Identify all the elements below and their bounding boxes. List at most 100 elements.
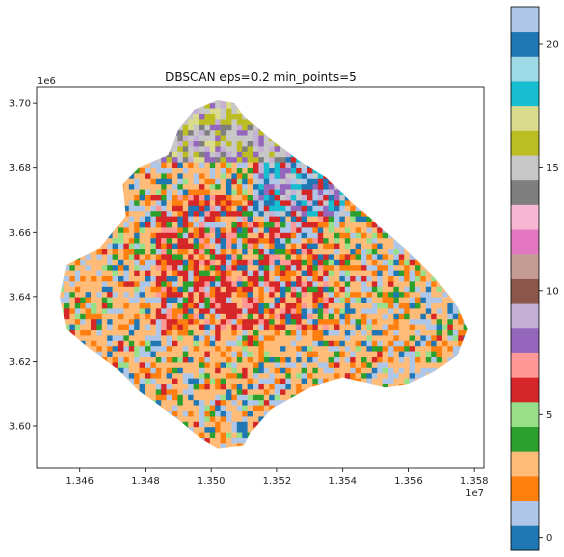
cluster-cell	[258, 400, 265, 406]
cluster-cell	[139, 335, 146, 342]
cluster-cell	[296, 200, 302, 207]
cluster-cell	[155, 340, 162, 347]
cluster-cell	[64, 265, 70, 271]
cluster-cell	[74, 313, 81, 320]
cluster-cell	[209, 249, 216, 255]
cluster-cell	[74, 330, 81, 336]
cluster-cell	[247, 168, 254, 174]
cluster-cell	[139, 259, 146, 266]
cluster-cell	[128, 367, 135, 374]
cluster-cell	[269, 141, 275, 147]
cluster-cell	[307, 254, 313, 261]
cluster-cell	[166, 384, 173, 390]
cluster-cell	[242, 405, 248, 412]
cluster-cell	[280, 330, 286, 336]
cluster-cell	[177, 362, 184, 369]
cluster-cell	[253, 346, 259, 352]
cluster-cell	[150, 319, 157, 325]
cluster-cell	[199, 324, 205, 331]
cluster-cell	[323, 216, 329, 223]
cluster-cell	[215, 400, 221, 406]
cluster-cell	[317, 308, 324, 315]
cluster-cell	[344, 238, 351, 244]
cluster-cell	[188, 254, 194, 261]
cluster-cell	[388, 367, 394, 374]
cluster-cell	[452, 319, 459, 325]
cluster-cell	[161, 173, 167, 180]
cluster-cell	[139, 281, 146, 288]
cluster-cell	[253, 400, 259, 406]
cluster-cell	[258, 346, 265, 352]
cluster-cell	[220, 362, 227, 369]
cluster-cell	[442, 340, 448, 347]
cluster-cell	[193, 313, 200, 320]
cluster-cell	[123, 286, 130, 293]
cluster-cell	[317, 238, 324, 244]
cluster-cell	[355, 357, 362, 363]
cluster-cell	[274, 335, 281, 342]
cluster-cell	[312, 357, 319, 363]
cluster-cell	[209, 227, 216, 234]
cluster-cell	[285, 362, 292, 369]
cluster-cell	[172, 319, 178, 325]
cluster-cell	[64, 303, 70, 309]
cluster-cell	[280, 281, 286, 288]
cluster-cell	[242, 146, 248, 153]
cluster-cell	[382, 367, 389, 374]
cluster-cell	[339, 270, 346, 277]
cluster-cell	[404, 292, 410, 298]
cluster-cell	[193, 292, 200, 298]
cluster-cell	[350, 357, 356, 363]
cluster-cell	[307, 265, 313, 271]
cluster-cell	[91, 319, 97, 325]
cluster-cell	[161, 330, 167, 336]
cluster-cell	[307, 238, 313, 244]
cluster-cell	[334, 222, 340, 228]
cluster-cell	[269, 157, 275, 163]
cluster-cell	[409, 292, 416, 298]
cluster-cell	[150, 313, 157, 320]
cluster-cell	[123, 297, 130, 304]
cluster-cell	[209, 162, 216, 169]
cluster-cell	[231, 400, 238, 406]
cluster-cell	[307, 378, 313, 385]
cluster-cell	[280, 222, 286, 228]
cluster-cell	[215, 319, 221, 325]
cluster-cell	[263, 384, 270, 390]
cluster-cell	[226, 384, 232, 390]
cluster-cell	[139, 227, 146, 234]
cluster-cell	[209, 211, 216, 217]
cluster-cell	[274, 227, 281, 234]
cluster-cell	[317, 367, 324, 374]
cluster-cell	[236, 378, 243, 385]
cluster-cell	[258, 357, 265, 363]
cluster-cell	[231, 330, 238, 336]
cluster-cell	[253, 340, 259, 347]
cluster-cell	[101, 281, 108, 288]
cluster-cell	[247, 141, 254, 147]
cluster-cell	[328, 324, 335, 331]
cluster-cell	[215, 211, 221, 217]
cluster-cell	[231, 184, 238, 190]
cluster-cell	[128, 200, 135, 207]
cluster-cell	[188, 308, 194, 315]
cluster-cell	[226, 157, 232, 163]
cluster-cell	[123, 243, 130, 250]
cluster-cell	[128, 216, 135, 223]
cluster-cell	[334, 313, 340, 320]
cluster-cell	[366, 351, 373, 358]
cluster-cell	[69, 259, 76, 266]
cluster-cell	[253, 313, 259, 320]
cluster-cell	[226, 232, 232, 239]
cluster-cell	[231, 308, 238, 315]
cluster-cell	[215, 378, 221, 385]
cluster-cell	[226, 330, 232, 336]
cluster-cell	[112, 227, 119, 234]
cluster-cell	[312, 189, 319, 196]
cluster-cell	[242, 378, 248, 385]
cluster-cell	[199, 335, 205, 342]
cluster-cell	[209, 276, 216, 282]
cluster-cell	[80, 276, 86, 282]
cluster-cell	[344, 335, 351, 342]
cluster-cell	[107, 308, 113, 315]
